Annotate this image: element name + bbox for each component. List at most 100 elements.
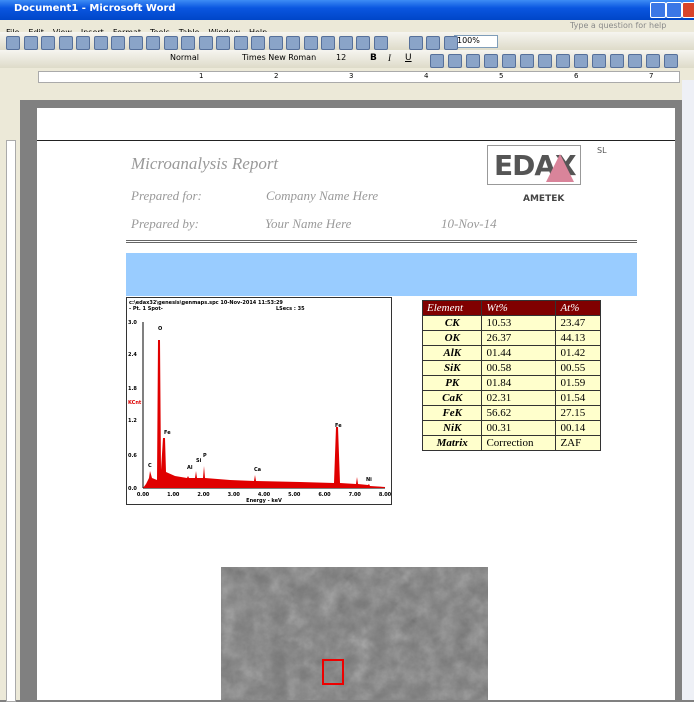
spectrum-y-label: KCnt	[128, 400, 142, 406]
minimize-button[interactable]	[650, 2, 666, 18]
table-header-cell: At%	[556, 301, 601, 316]
toolbar-button[interactable]	[199, 36, 213, 50]
table-header-cell: Wt%	[482, 301, 556, 316]
table-cell: SiK	[423, 361, 482, 376]
table-row: MatrixCorrectionZAF	[423, 436, 601, 451]
bold-button[interactable]: B	[370, 53, 377, 63]
header-line	[37, 140, 675, 141]
spectrum-y-label: 1.2	[128, 418, 137, 424]
toolbar-button[interactable]	[6, 36, 20, 50]
spectrum-y-label: 1.8	[128, 386, 137, 392]
title-bar: Document1 - Microsoft Word	[0, 0, 694, 20]
maximize-button[interactable]	[666, 2, 682, 18]
toolbar-button[interactable]	[448, 54, 462, 68]
table-cell: 56.62	[482, 406, 556, 421]
toolbar-button[interactable]	[76, 36, 90, 50]
table-cell: 00.31	[482, 421, 556, 436]
ruler-number: 6	[574, 72, 578, 80]
peak-label: O	[158, 326, 162, 332]
scrollbar[interactable]	[682, 80, 694, 700]
toolbar-button[interactable]	[94, 36, 108, 50]
vertical-ruler-area	[0, 100, 20, 700]
table-cell: PK	[423, 376, 482, 391]
toolbar-button[interactable]	[146, 36, 160, 50]
toolbar-button[interactable]	[234, 36, 248, 50]
toolbar-button[interactable]	[321, 36, 335, 50]
ruler-number: 3	[349, 72, 353, 80]
toolbar-button[interactable]	[426, 36, 440, 50]
table-cell: 23.47	[556, 316, 601, 331]
blue-band	[126, 253, 637, 296]
toolbar-button[interactable]	[24, 36, 38, 50]
toolbar-button[interactable]	[269, 36, 283, 50]
toolbar-button[interactable]	[129, 36, 143, 50]
font-box[interactable]: Times New Roman	[242, 53, 314, 64]
logo-graphic	[546, 150, 578, 182]
italic-button[interactable]: I	[388, 53, 391, 63]
table-row: PK01.8401.59	[423, 376, 601, 391]
zoom-box[interactable]: 100%	[454, 35, 498, 48]
spectrum-y-label: 0.6	[128, 453, 137, 459]
toolbar-button[interactable]	[409, 36, 423, 50]
toolbar-button[interactable]	[646, 54, 660, 68]
table-cell: 01.59	[556, 376, 601, 391]
ruler-number: 4	[424, 72, 428, 80]
spectrum-x-title: Energy - keV	[246, 498, 282, 504]
toolbar-button[interactable]	[592, 54, 606, 68]
table-header-row: ElementWt%At%	[423, 301, 601, 316]
toolbar-button[interactable]	[356, 36, 370, 50]
close-button[interactable]	[682, 2, 694, 18]
prepared-for: Company Name Here	[266, 188, 378, 204]
spectrum-x-label: 0.00	[137, 492, 150, 498]
toolbar-button[interactable]	[216, 36, 230, 50]
toolbar-button[interactable]	[374, 36, 388, 50]
sem-image	[221, 567, 488, 700]
peak-label: Ni	[366, 477, 372, 483]
toolbar-button[interactable]	[430, 54, 444, 68]
toolbar-button[interactable]	[41, 36, 55, 50]
toolbar-button[interactable]	[181, 36, 195, 50]
toolbar-button[interactable]	[444, 36, 458, 50]
ruler-number: 1	[199, 72, 203, 80]
spectrum-x-label: 6.00	[318, 492, 331, 498]
toolbar-button[interactable]	[286, 36, 300, 50]
underline-button[interactable]: U	[405, 53, 412, 63]
prepared-by-label: Prepared by:	[131, 216, 199, 232]
style-box[interactable]: Normal	[170, 53, 226, 64]
toolbar-button[interactable]	[502, 54, 516, 68]
report-title: Microanalysis Report	[131, 154, 278, 174]
table-cell: 00.58	[482, 361, 556, 376]
toolbar-button[interactable]	[111, 36, 125, 50]
toolbar-button[interactable]	[339, 36, 353, 50]
toolbar-button[interactable]	[304, 36, 318, 50]
table-cell: 01.54	[556, 391, 601, 406]
toolbar-button[interactable]	[664, 54, 678, 68]
spectrum-x-label: 1.00	[167, 492, 180, 498]
toolbar-button[interactable]	[538, 54, 552, 68]
help-box[interactable]: Type a question for help	[570, 21, 666, 30]
toolbar-button[interactable]	[251, 36, 265, 50]
table-cell: 00.55	[556, 361, 601, 376]
toolbar-button[interactable]	[574, 54, 588, 68]
formatting-toolbar: Normal Times New Roman 12 B I U	[0, 50, 694, 68]
table-cell: 26.37	[482, 331, 556, 346]
table-cell: CaK	[423, 391, 482, 406]
toolbar-button[interactable]	[610, 54, 624, 68]
prepared-by: Your Name Here	[265, 216, 351, 232]
toolbar-button[interactable]	[556, 54, 570, 68]
peak-label: C	[148, 463, 152, 469]
ruler-number: 7	[649, 72, 653, 80]
peak-label: Fe	[164, 430, 171, 436]
toolbar-button[interactable]	[164, 36, 178, 50]
toolbar-button[interactable]	[520, 54, 534, 68]
toolbar-button[interactable]	[59, 36, 73, 50]
toolbar-button[interactable]	[628, 54, 642, 68]
size-box[interactable]: 12	[336, 53, 354, 64]
logo-suffix: SL	[597, 146, 607, 155]
toolbar-button[interactable]	[484, 54, 498, 68]
table-cell: 01.84	[482, 376, 556, 391]
table-cell: Correction	[482, 436, 556, 451]
peak-label: P	[203, 453, 207, 459]
toolbar-button[interactable]	[466, 54, 480, 68]
